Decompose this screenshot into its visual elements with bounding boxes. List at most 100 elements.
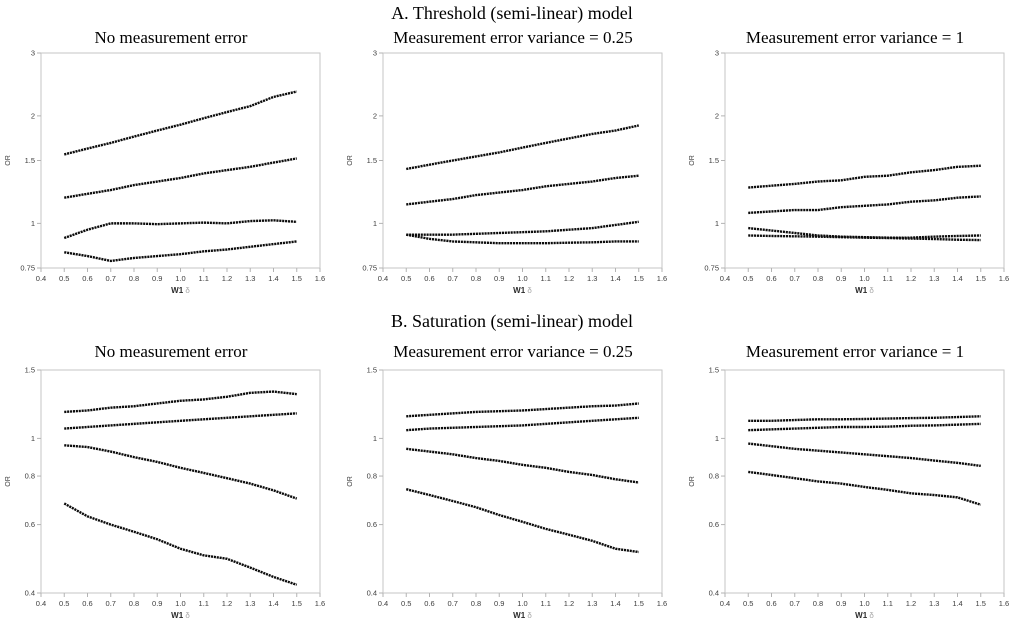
series-line-1 xyxy=(748,415,981,422)
x-tick-label: 1.4 xyxy=(952,599,962,608)
panel-3-no-measurement-error: No measurement error 0.4 0.6 0.8 1 1.5 0.4 0.5 0… xyxy=(0,342,342,625)
x-tick-label: 1.1 xyxy=(541,274,551,283)
series-line-2 xyxy=(64,157,297,199)
x-tick-label: 0.9 xyxy=(836,274,846,283)
x-tick-label: 1.0 xyxy=(175,274,185,283)
y-tick-label: 1 xyxy=(715,219,719,228)
y-axis-label: OR xyxy=(689,476,696,487)
panel-4-measurement-error-variance-0-25: Measurement error variance = 0.25 0.4 0.6 0… xyxy=(342,342,684,625)
y-tick-label: 0.4 xyxy=(367,589,377,598)
y-tick-label: 0.8 xyxy=(25,472,35,481)
y-tick-label: 1.5 xyxy=(367,366,377,375)
x-tick-label: 0.4 xyxy=(36,599,46,608)
x-tick-label: 0.9 xyxy=(494,599,504,608)
panel-1-measurement-error-variance-0-25: Measurement error variance = 0.25 0.75 1 1.… xyxy=(342,28,684,304)
x-axis-label: W1 δ xyxy=(855,611,874,620)
y-axis-label: OR xyxy=(689,155,696,166)
y-tick-label: 0.6 xyxy=(25,520,35,529)
x-tick-label: 1.6 xyxy=(657,599,667,608)
x-tick-label: 1.4 xyxy=(268,599,278,608)
x-axis-label: W1 δ xyxy=(513,286,532,295)
x-tick-label: 0.7 xyxy=(790,599,800,608)
x-tick-label: 1.5 xyxy=(292,274,302,283)
y-tick-label: 1.5 xyxy=(367,156,377,165)
x-tick-label: 1.2 xyxy=(564,274,574,283)
y-tick-label: 0.6 xyxy=(367,520,377,529)
y-tick-label: 1 xyxy=(31,434,35,443)
x-tick-label: 1.2 xyxy=(564,599,574,608)
x-axis-label-main: W1 xyxy=(513,286,527,295)
x-tick-label: 1.1 xyxy=(199,599,209,608)
x-axis-label: W1 δ xyxy=(513,611,532,620)
panel-2-measurement-error-variance-1: Measurement error variance = 1 0.75 1 1.5 2 3… xyxy=(684,28,1024,304)
panel-title: Measurement error variance = 1 xyxy=(745,28,965,47)
x-tick-label: 1.0 xyxy=(859,274,869,283)
x-axis-label-delta: δ xyxy=(869,286,874,295)
y-tick-label: 0.6 xyxy=(709,520,719,529)
series-line-2 xyxy=(748,195,981,215)
x-axis-label-main: W1 xyxy=(855,611,869,620)
panel-title: Measurement error variance = 0.25 xyxy=(393,342,633,361)
x-tick-label: 0.6 xyxy=(766,599,776,608)
x-tick-label: 1.0 xyxy=(517,599,527,608)
series-line-3 xyxy=(63,219,297,240)
x-tick-label: 1.3 xyxy=(245,274,255,283)
x-tick-label: 0.8 xyxy=(471,599,481,608)
y-tick-label: 1 xyxy=(715,434,719,443)
x-tick-label: 1.1 xyxy=(541,599,551,608)
series-line-4 xyxy=(405,488,639,554)
series-line-1 xyxy=(406,402,639,418)
plot-border xyxy=(40,369,321,594)
y-tick-label: 0.75 xyxy=(20,264,35,273)
series-line-3 xyxy=(406,220,639,236)
panel-row-b: No measurement error 0.4 0.6 0.8 1 1.5 0.4 0.5 0… xyxy=(0,342,1024,625)
x-axis-label-delta: δ xyxy=(527,286,532,295)
y-tick-label: 0.4 xyxy=(709,589,719,598)
x-tick-label: 0.5 xyxy=(59,599,69,608)
x-tick-label: 0.9 xyxy=(152,274,162,283)
y-tick-label: 3 xyxy=(373,49,377,58)
y-tick-label: 2 xyxy=(715,111,719,120)
section-b-title: B. Saturation (semi-linear) model xyxy=(391,311,633,331)
x-axis-label: W1 δ xyxy=(171,286,190,295)
x-tick-label: 0.5 xyxy=(401,274,411,283)
x-tick-label: 0.4 xyxy=(378,599,388,608)
y-tick-label: 0.8 xyxy=(709,472,719,481)
y-tick-label: 3 xyxy=(31,49,35,58)
x-tick-label: 1.0 xyxy=(859,599,869,608)
x-tick-label: 1.0 xyxy=(517,274,527,283)
series-line-4 xyxy=(406,233,639,245)
x-tick-label: 0.7 xyxy=(448,599,458,608)
x-tick-label: 1.6 xyxy=(657,274,667,283)
plot-border xyxy=(40,52,321,269)
y-tick-label: 0.8 xyxy=(367,472,377,481)
x-tick-label: 1.6 xyxy=(315,274,325,283)
plot-area: 0.4 0.6 0.8 1 1.5 0.4 0.5 0.6 0.7 0.8 0.9 1.0 1.1 1.2… xyxy=(689,366,1009,620)
y-axis-label: OR xyxy=(347,476,354,487)
panel-title: No measurement error xyxy=(94,28,248,47)
section-a-title: A. Threshold (semi-linear) model xyxy=(391,3,633,23)
x-tick-label: 0.4 xyxy=(378,274,388,283)
series-line-1 xyxy=(63,90,298,156)
x-axis-label-delta: δ xyxy=(185,286,190,295)
x-axis-label-delta: δ xyxy=(869,611,874,620)
x-tick-label: 1.2 xyxy=(222,274,232,283)
y-tick-label: 2 xyxy=(31,111,35,120)
x-tick-label: 1.5 xyxy=(292,599,302,608)
series-line-3 xyxy=(64,444,298,500)
x-tick-label: 1.3 xyxy=(587,274,597,283)
x-tick-label: 1.6 xyxy=(315,599,325,608)
x-tick-label: 1.1 xyxy=(883,274,893,283)
plot-area: 0.75 1 1.5 2 3 0.4 0.5 0.6 0.7 0.8 0.9 1.0 1.1 1.2 1.3… xyxy=(347,49,667,295)
y-tick-label: 0.75 xyxy=(362,264,377,273)
y-tick-label: 1.5 xyxy=(709,366,719,375)
x-tick-label: 1.3 xyxy=(245,599,255,608)
panel-5-measurement-error-variance-1: Measurement error variance = 1 0.4 0.6 0.8 1… xyxy=(684,342,1024,625)
y-tick-label: 1 xyxy=(373,219,377,228)
x-tick-label: 0.9 xyxy=(152,599,162,608)
x-tick-label: 0.6 xyxy=(82,274,92,283)
y-tick-label: 2 xyxy=(373,111,377,120)
x-tick-label: 0.6 xyxy=(424,599,434,608)
x-tick-label: 1.3 xyxy=(929,274,939,283)
series-line-2 xyxy=(406,174,639,206)
